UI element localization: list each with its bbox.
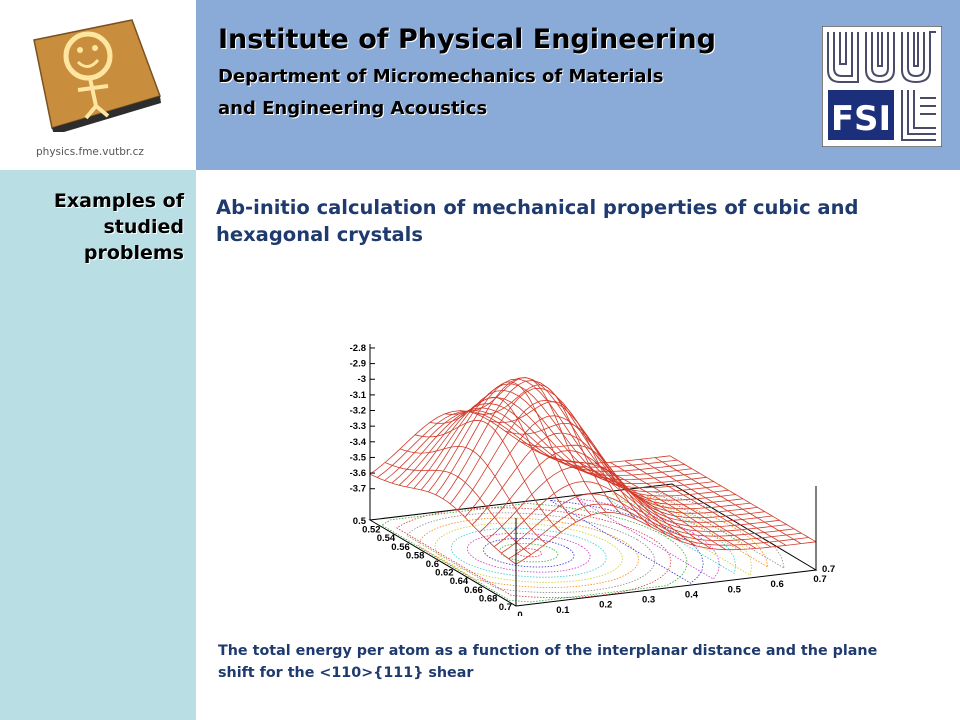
surface-mesh-line <box>414 419 562 533</box>
department-name-line2: and Engineering Acoustics <box>218 98 488 119</box>
y-tick-label: 0.64 <box>450 576 469 587</box>
z-tick-label: -3.5 <box>350 452 367 463</box>
contour-line <box>654 491 785 569</box>
contour-line <box>482 537 575 568</box>
y-tick-label: 0.5 <box>353 516 367 527</box>
contour-line <box>450 527 607 578</box>
surface-mesh-line <box>369 473 517 565</box>
x-tick-label: 0.5 <box>728 584 742 595</box>
surface-mesh-line <box>429 397 577 523</box>
y-tick-label: 0.66 <box>464 585 483 596</box>
contour-line <box>499 543 559 563</box>
contour-line <box>515 548 543 558</box>
plot-axes <box>369 343 817 606</box>
z-tick-label: -3.2 <box>350 406 366 417</box>
surface-mesh-line <box>624 460 772 548</box>
y-tick-label: 0.62 <box>435 568 454 579</box>
energy-surface-plot: -2.8-2.9-3-3.1-3.2-3.3-3.4-3.5-3.6-3.70 0… <box>350 343 836 616</box>
z-tick-label: -3.1 <box>350 390 367 401</box>
z-tick-label: -3.3 <box>350 421 366 432</box>
surface-mesh-line <box>669 455 817 543</box>
y-tick-label: 0.56 <box>391 542 410 553</box>
x-axis-end-label: 0.7 <box>822 564 835 575</box>
institute-name: Institute of Physical Engineering <box>218 24 716 55</box>
contour-line <box>381 503 688 603</box>
contour-line <box>434 522 623 583</box>
surface-mesh-line <box>609 461 757 549</box>
surface-mesh-line <box>594 462 742 550</box>
smiley-afm-image <box>33 19 161 132</box>
header-banner: Institute of Physical Engineering Depart… <box>196 0 960 170</box>
y-tick-label: 0.6 <box>426 559 439 570</box>
z-tick-label: -3.4 <box>350 437 367 448</box>
z-tick-label: -2.9 <box>350 359 366 370</box>
surface-mesh-line <box>579 462 727 551</box>
surface-mesh-line <box>428 378 729 497</box>
surface-mesh-line <box>519 441 667 535</box>
slide-title: Ab-initio calculation of mechanical prop… <box>216 196 859 246</box>
contour-line <box>418 517 640 588</box>
surface-mesh-line <box>384 462 532 555</box>
z-tick-label: -3.7 <box>350 484 366 495</box>
surface-mesh-line <box>459 377 607 513</box>
surface-mesh-line <box>549 456 697 547</box>
svg-text:FSI: FSI <box>831 99 891 139</box>
contour-line <box>405 512 656 594</box>
x-tick-label: 0.3 <box>642 595 655 606</box>
surface-mesh-line <box>489 401 637 520</box>
energy-surface-mesh <box>369 377 817 565</box>
fsi-logo: FSI <box>822 26 942 147</box>
surface-mesh-line <box>639 458 787 546</box>
y-tick-label: 0.68 <box>479 593 498 604</box>
section-label-line2: studied <box>103 216 184 238</box>
figure-caption: The total energy per atom as a function … <box>218 643 878 681</box>
z-tick-label: -3 <box>358 374 366 385</box>
z-tick-label: -3.6 <box>350 468 366 479</box>
contour-line <box>611 493 753 576</box>
surface-mesh-line <box>534 450 682 542</box>
website-url: physics.fme.vutbr.cz <box>36 146 144 158</box>
surface-mesh-line <box>399 445 547 544</box>
department-name-line1: Department of Micromechanics of Material… <box>218 66 664 87</box>
logo-area: physics.fme.vutbr.cz <box>0 0 196 170</box>
section-label-line1: Examples of <box>53 190 184 212</box>
surface-mesh-line <box>654 457 802 544</box>
x-tick-label: 0.6 <box>771 579 784 590</box>
surface-mesh-line <box>504 422 652 528</box>
y-tick-label: 0.52 <box>362 525 381 536</box>
x-tick-label: 0 <box>517 610 522 616</box>
x-tick-label: 0.7 <box>813 574 826 585</box>
surface-mesh-line <box>444 381 592 516</box>
section-label-line3: problems <box>83 242 184 264</box>
contour-line <box>466 532 591 573</box>
sidebar: Examples of studied problems <box>0 170 196 720</box>
x-tick-label: 0.2 <box>599 600 612 611</box>
surface-mesh-line <box>369 410 671 475</box>
section-label: Examples of studied problems <box>4 188 184 266</box>
surface-mesh-line <box>564 460 712 550</box>
plot-tick-labels: -2.8-2.9-3-3.1-3.2-3.3-3.4-3.5-3.6-3.70 0… <box>350 343 836 616</box>
y-tick-label: 0.7 <box>499 602 512 613</box>
y-tick-label: 0.58 <box>406 550 425 561</box>
contour-line <box>576 498 720 580</box>
y-tick-label: 0.54 <box>377 533 396 544</box>
surface-mesh-line <box>449 387 751 510</box>
x-tick-label: 0.4 <box>685 589 699 600</box>
x-tick-label: 0.1 <box>556 605 570 616</box>
surface-mesh-line <box>474 384 622 515</box>
z-tick-label: -2.8 <box>350 343 366 354</box>
